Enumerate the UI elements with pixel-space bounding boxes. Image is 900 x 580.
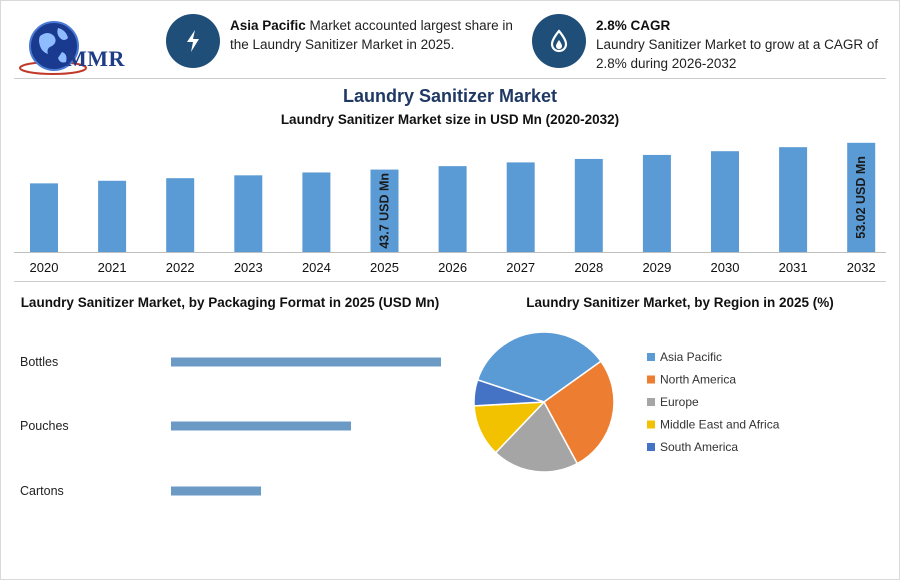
x-tick-label-2024: 2024: [302, 260, 331, 275]
lightning-icon: [187, 30, 199, 52]
bar-2021: [98, 180, 127, 252]
page-title: Laundry Sanitizer Market: [342, 86, 558, 106]
bar-2024: [302, 172, 331, 252]
x-tick-label-2023: 2023: [234, 260, 263, 275]
data-label-2032: 53.02 USD Mn: [854, 156, 868, 239]
x-tick-label-2029: 2029: [642, 260, 671, 275]
x-tick-label-2025: 2025: [370, 260, 399, 275]
hbar-cartons: [171, 486, 261, 496]
x-tick-label-2030: 2030: [711, 260, 740, 275]
x-tick-label-2026: 2026: [438, 260, 467, 275]
bar-2029: [642, 154, 671, 252]
legend-swatch-europe: [647, 398, 655, 406]
x-tick-label-2028: 2028: [574, 260, 603, 275]
x-tick-label-2022: 2022: [166, 260, 195, 275]
highlight-2-bold: 2.8% CAGR: [596, 18, 671, 33]
pie-slice-north-america: [543, 360, 615, 465]
section-divider: [14, 281, 886, 282]
legend-label-asia-pacific: Asia Pacific: [660, 350, 722, 364]
legend-swatch-south-america: [647, 443, 655, 451]
x-tick-label-2020: 2020: [30, 260, 59, 275]
legend-swatch-north-america: [647, 375, 655, 384]
bar-2020: [30, 183, 58, 252]
bar-2023: [234, 175, 263, 252]
x-tick-label-2031: 2031: [779, 260, 808, 275]
hbar-label-pouches: Pouches: [20, 419, 69, 433]
bar-2028: [574, 158, 603, 252]
pie-slice-europe: [494, 400, 579, 473]
brand-logo: [18, 18, 138, 78]
legend-label-middle-east-and-africa: Middle East and Africa: [660, 418, 780, 432]
hbar-label-cartons: Cartons: [20, 484, 64, 498]
legend-label-europe: Europe: [660, 395, 699, 409]
bar-2026: [438, 166, 467, 252]
x-tick-label-2027: 2027: [506, 260, 535, 275]
highlight-2-text: 2.8% CAGR Laundry Sanitizer Market to gr…: [596, 16, 896, 73]
x-tick-label-2032: 2032: [847, 260, 876, 275]
hbar-bottles: [171, 357, 441, 367]
header-divider: [14, 78, 886, 79]
bar-2022: [166, 178, 195, 252]
legend-label-south-america: South America: [660, 440, 738, 454]
highlight-1-body: Market accounted largest share in the La…: [230, 18, 513, 52]
bar-2030: [711, 151, 739, 252]
bar-2031: [779, 147, 808, 252]
legend-swatch-middle-east-and-africa: [647, 420, 655, 429]
bar-2032: [847, 142, 876, 252]
x-tick-label-2021: 2021: [98, 260, 127, 275]
packaging-chart-title: Laundry Sanitizer Market, by Packaging F…: [20, 295, 440, 310]
bar-chart-title: Laundry Sanitizer Market size in USD Mn …: [280, 112, 620, 127]
hbar-label-bottles: Bottles: [20, 355, 58, 369]
legend-label-north-america: North America: [660, 373, 736, 387]
pie-slice-south-america: [473, 378, 545, 407]
highlight-1-icon-badge: [166, 14, 220, 68]
data-label-2025: 43.7 USD Mn: [378, 173, 392, 249]
highlight-2-icon-badge: [532, 14, 586, 68]
highlight-2-body: Laundry Sanitizer Market to grow at a CA…: [596, 37, 879, 71]
pie-slice-asia-pacific: [476, 331, 602, 403]
globe-icon: [19, 21, 87, 75]
bar-2025: [370, 169, 399, 252]
highlight-1-bold: Asia Pacific: [230, 18, 306, 33]
highlight-1-text: Asia Pacific Market accounted largest sh…: [230, 16, 530, 54]
hbar-pouches: [171, 421, 351, 431]
region-chart-title: Laundry Sanitizer Market, by Region in 2…: [526, 295, 834, 310]
flame-drop-icon: [550, 29, 568, 53]
legend-swatch-asia-pacific: [647, 353, 655, 361]
brand-logo-text: MMR: [66, 46, 125, 71]
bar-2027: [506, 162, 535, 252]
